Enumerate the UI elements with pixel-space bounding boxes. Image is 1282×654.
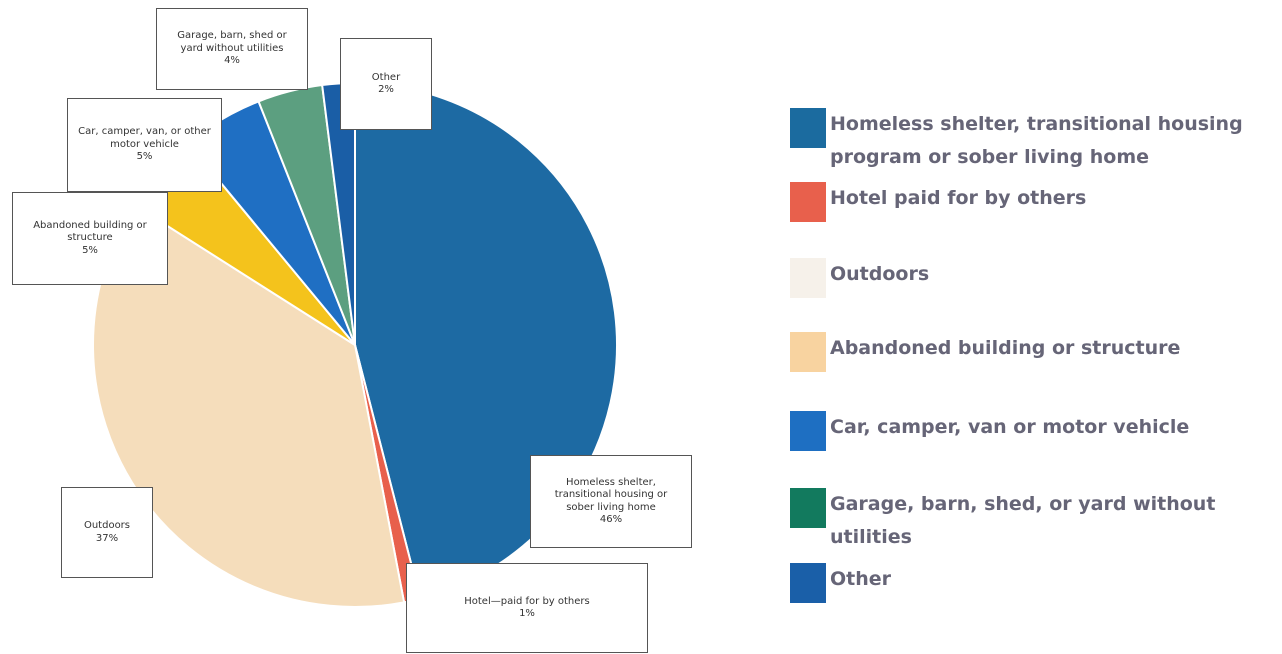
callout-value: 1% [519,608,535,619]
callout-label: Hotel—paid for by others [464,595,590,607]
legend-label: Abandoned building or structure [830,337,1181,359]
callout-value: 4% [224,55,240,67]
legend-label: Car, camper, van or motor vehicle [830,416,1190,438]
legend-entry: Car, camper, van or motor vehicle [790,411,1250,451]
legend-label: Homeless shelter, transitional housing p… [830,113,1243,168]
legend-label: Hotel paid for by others [830,187,1087,209]
legend-swatch [790,258,826,298]
callout-value: 2% [378,84,394,95]
legend-label: Garage, barn, shed, or yard without util… [830,493,1216,548]
callout-value: 46% [599,514,623,525]
legend-entry: Homeless shelter, transitional housing p… [790,108,1250,174]
legend-swatch [790,108,826,148]
legend-swatch [790,488,826,528]
callout-label: Car, camper, van, or other motor vehicle [78,126,211,150]
callout: Abandoned building or structure 5% [12,192,168,285]
callout-label: Homeless shelter, transitional housing o… [554,476,668,513]
legend-entry: Garage, barn, shed, or yard without util… [790,488,1250,554]
callout-label: Outdoors [83,520,131,531]
callout-label: Abandoned building or structure [33,219,147,244]
legend-swatch [790,332,826,372]
callout: Garage, barn, shed or yard without utili… [156,8,308,90]
callout: Hotel—paid for by others 1% [406,563,648,653]
callout-value: 5% [136,151,153,163]
callout: Homeless shelter, transitional housing o… [530,455,692,548]
legend-swatch [790,411,826,451]
callout: Outdoors 37% [61,487,153,578]
legend-label: Outdoors [830,263,930,285]
callout-label: Other [371,71,401,83]
legend-swatch [790,182,826,222]
callout-value: 5% [82,244,98,256]
legend-label: Other [830,568,892,590]
callout: Other 2% [340,38,432,130]
legend-entry: Abandoned building or structure [790,332,1250,372]
callout: Car, camper, van, or other motor vehicle… [67,98,222,192]
callout-value: 37% [95,532,119,544]
legend-swatch [790,563,826,603]
legend-entry: Other [790,563,1250,603]
legend-entry: Outdoors [790,258,1250,298]
callout-label: Garage, barn, shed or yard without utili… [177,30,287,54]
legend-entry: Hotel paid for by others [790,182,1250,222]
